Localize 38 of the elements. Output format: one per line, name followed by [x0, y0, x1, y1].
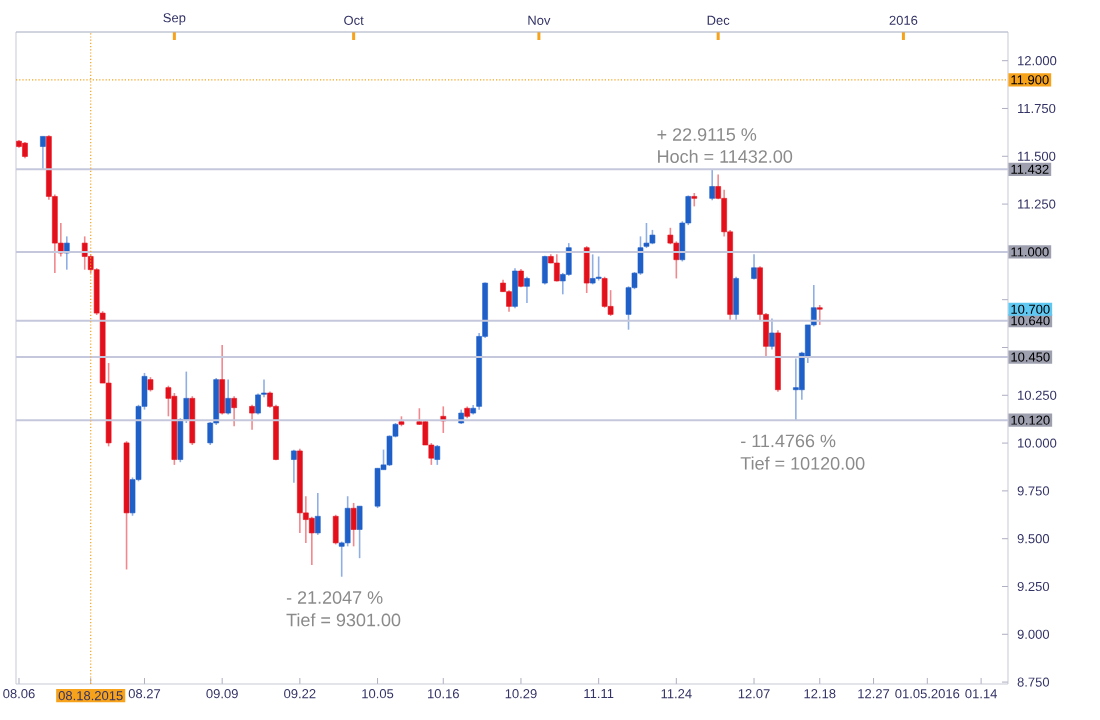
candlestick	[733, 275, 739, 321]
candlestick	[512, 267, 518, 310]
candlestick	[673, 240, 680, 280]
candlestick	[589, 253, 596, 286]
candlestick	[524, 275, 530, 304]
candlestick	[769, 317, 775, 351]
candlestick	[816, 304, 823, 326]
candlestick	[189, 395, 196, 446]
candlestick	[793, 357, 799, 421]
candlestick	[344, 495, 351, 548]
candlestick	[601, 275, 608, 309]
candlestick	[374, 467, 381, 509]
candlestick	[356, 505, 363, 559]
candlestick	[231, 395, 237, 428]
candlestick	[691, 192, 698, 208]
candlestick	[40, 135, 46, 171]
candlestick	[709, 168, 715, 202]
annotation: + 22.9115 %	[657, 128, 757, 141]
candlestick	[225, 378, 231, 416]
candlestick	[291, 448, 297, 484]
annotation: Tief = 9301.00	[286, 613, 401, 627]
annotation: Tief = 10120.00	[740, 456, 865, 470]
candlestick	[314, 492, 321, 536]
candlestick	[63, 235, 70, 271]
annotation: - 11.4766 %	[741, 434, 836, 448]
candlestick	[583, 245, 590, 294]
candlestick	[332, 513, 339, 546]
candlestick	[595, 255, 602, 282]
candlestick	[219, 344, 225, 416]
candlestick	[81, 235, 88, 271]
candlestick	[751, 253, 757, 281]
candlestick	[350, 502, 357, 548]
annotation: Hoch = 11432.00	[658, 149, 793, 163]
annotation: - 21.2047 %	[286, 591, 383, 604]
candlestick	[434, 444, 441, 466]
candlestick	[554, 253, 560, 283]
candlestick	[249, 404, 255, 431]
candlestick	[506, 289, 512, 313]
